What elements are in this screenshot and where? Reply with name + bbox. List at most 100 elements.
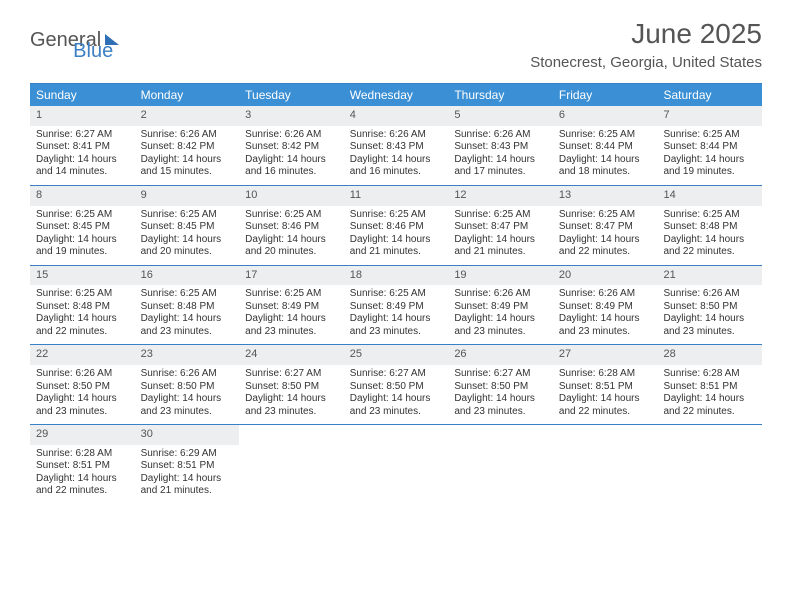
daylight-line: Daylight: 14 hours and 17 minutes. bbox=[454, 154, 547, 179]
cell-body: Sunrise: 6:25 AMSunset: 8:45 PMDaylight:… bbox=[135, 209, 240, 259]
sunrise-line: Sunrise: 6:28 AM bbox=[36, 448, 129, 461]
daylight-line: Daylight: 14 hours and 23 minutes. bbox=[350, 313, 443, 338]
sunset-line: Sunset: 8:50 PM bbox=[663, 301, 756, 314]
day-number: 2 bbox=[135, 106, 240, 126]
sunset-line: Sunset: 8:50 PM bbox=[141, 381, 234, 394]
day-number: 20 bbox=[553, 266, 658, 286]
day-number: 1 bbox=[30, 106, 135, 126]
sunset-line: Sunset: 8:44 PM bbox=[663, 141, 756, 154]
cell-body: Sunrise: 6:26 AMSunset: 8:50 PMDaylight:… bbox=[30, 368, 135, 418]
cell-body: Sunrise: 6:26 AMSunset: 8:49 PMDaylight:… bbox=[553, 288, 658, 338]
sunset-line: Sunset: 8:43 PM bbox=[454, 141, 547, 154]
sunrise-line: Sunrise: 6:26 AM bbox=[454, 129, 547, 142]
sunrise-line: Sunrise: 6:25 AM bbox=[559, 129, 652, 142]
sunset-line: Sunset: 8:44 PM bbox=[559, 141, 652, 154]
calendar-cell: 5Sunrise: 6:26 AMSunset: 8:43 PMDaylight… bbox=[448, 106, 553, 185]
daylight-line: Daylight: 14 hours and 22 minutes. bbox=[663, 234, 756, 259]
calendar-cell bbox=[448, 425, 553, 504]
day-number: 3 bbox=[239, 106, 344, 126]
day-number: 12 bbox=[448, 186, 553, 206]
sunset-line: Sunset: 8:48 PM bbox=[141, 301, 234, 314]
daylight-line: Daylight: 14 hours and 22 minutes. bbox=[36, 313, 129, 338]
sunrise-line: Sunrise: 6:27 AM bbox=[350, 368, 443, 381]
calendar-cell: 27Sunrise: 6:28 AMSunset: 8:51 PMDayligh… bbox=[553, 345, 658, 424]
sunset-line: Sunset: 8:41 PM bbox=[36, 141, 129, 154]
daylight-line: Daylight: 14 hours and 23 minutes. bbox=[245, 393, 338, 418]
daylight-line: Daylight: 14 hours and 22 minutes. bbox=[663, 393, 756, 418]
daylight-line: Daylight: 14 hours and 23 minutes. bbox=[663, 313, 756, 338]
cell-body: Sunrise: 6:27 AMSunset: 8:50 PMDaylight:… bbox=[239, 368, 344, 418]
calendar-cell: 29Sunrise: 6:28 AMSunset: 8:51 PMDayligh… bbox=[30, 425, 135, 504]
daylight-line: Daylight: 14 hours and 20 minutes. bbox=[141, 234, 234, 259]
daylight-line: Daylight: 14 hours and 23 minutes. bbox=[559, 313, 652, 338]
sunset-line: Sunset: 8:47 PM bbox=[559, 221, 652, 234]
sunset-line: Sunset: 8:49 PM bbox=[454, 301, 547, 314]
sunrise-line: Sunrise: 6:25 AM bbox=[141, 288, 234, 301]
calendar-cell: 8Sunrise: 6:25 AMSunset: 8:45 PMDaylight… bbox=[30, 186, 135, 265]
cell-body: Sunrise: 6:26 AMSunset: 8:43 PMDaylight:… bbox=[448, 129, 553, 179]
calendar-week: 1 Sunrise: 6:27 AMSunset: 8:41 PM Daylight… bbox=[30, 106, 762, 186]
calendar-cell: 14Sunrise: 6:25 AMSunset: 8:48 PMDayligh… bbox=[657, 186, 762, 265]
day-header: Sunday bbox=[30, 84, 135, 106]
calendar-week: 15Sunrise: 6:25 AMSunset: 8:48 PMDayligh… bbox=[30, 266, 762, 346]
day-number: 7 bbox=[657, 106, 762, 126]
daylight-line: Daylight: 14 hours and 23 minutes. bbox=[141, 393, 234, 418]
calendar-week: 29Sunrise: 6:28 AMSunset: 8:51 PMDayligh… bbox=[30, 425, 762, 504]
calendar-week: 8Sunrise: 6:25 AMSunset: 8:45 PMDaylight… bbox=[30, 186, 762, 266]
day-number: 18 bbox=[344, 266, 449, 286]
calendar-body: 1Sunrise: 6:27 AMSunset: 8:41 PMDaylight… bbox=[30, 106, 762, 504]
title-block: June 2025 Stonecrest, Georgia, United St… bbox=[530, 18, 762, 71]
cell-body: Sunrise: 6:28 AMSunset: 8:51 PMDaylight:… bbox=[657, 368, 762, 418]
calendar-cell: 20Sunrise: 6:26 AMSunset: 8:49 PMDayligh… bbox=[553, 266, 658, 345]
cell-body: Sunrise: 6:25 AMSunset: 8:48 PMDaylight:… bbox=[135, 288, 240, 338]
cell-body: Sunrise: 6:25 AMSunset: 8:49 PMDaylight:… bbox=[239, 288, 344, 338]
sunrise-line: Sunrise: 6:27 AM bbox=[454, 368, 547, 381]
day-number: 16 bbox=[135, 266, 240, 286]
daylight-line: Daylight: 14 hours and 23 minutes. bbox=[36, 393, 129, 418]
sunset-line: Sunset: 8:51 PM bbox=[141, 460, 234, 473]
sunrise-line: Sunrise: 6:26 AM bbox=[559, 288, 652, 301]
calendar-cell: 28Sunrise: 6:28 AMSunset: 8:51 PMDayligh… bbox=[657, 345, 762, 424]
calendar-cell: 26Sunrise: 6:27 AMSunset: 8:50 PMDayligh… bbox=[448, 345, 553, 424]
day-number: 30 bbox=[135, 425, 240, 445]
sunrise-line: Sunrise: 6:25 AM bbox=[350, 288, 443, 301]
sunset-line: Sunset: 8:47 PM bbox=[454, 221, 547, 234]
day-number: 17 bbox=[239, 266, 344, 286]
daylight-line: Daylight: 14 hours and 23 minutes. bbox=[141, 313, 234, 338]
cell-body: Sunrise: 6:28 AMSunset: 8:51 PMDaylight:… bbox=[30, 448, 135, 498]
daylight-line: Daylight: 14 hours and 23 minutes. bbox=[245, 313, 338, 338]
sunset-line: Sunset: 8:50 PM bbox=[350, 381, 443, 394]
cell-body: Sunrise: 6:26 AMSunset: 8:50 PMDaylight:… bbox=[135, 368, 240, 418]
sunset-line: Sunset: 8:46 PM bbox=[245, 221, 338, 234]
day-number: 8 bbox=[30, 186, 135, 206]
day-number: 14 bbox=[657, 186, 762, 206]
calendar-cell: 21Sunrise: 6:26 AMSunset: 8:50 PMDayligh… bbox=[657, 266, 762, 345]
calendar-cell: 25Sunrise: 6:27 AMSunset: 8:50 PMDayligh… bbox=[344, 345, 449, 424]
sunset-line: Sunset: 8:42 PM bbox=[245, 141, 338, 154]
sunrise-line: Sunrise: 6:25 AM bbox=[245, 209, 338, 222]
calendar-cell: 6Sunrise: 6:25 AMSunset: 8:44 PMDaylight… bbox=[553, 106, 658, 185]
location-label: Stonecrest, Georgia, United States bbox=[530, 54, 762, 71]
calendar-cell: 19Sunrise: 6:26 AMSunset: 8:49 PMDayligh… bbox=[448, 266, 553, 345]
sunset-line: Sunset: 8:42 PM bbox=[141, 141, 234, 154]
calendar-cell: 11Sunrise: 6:25 AMSunset: 8:46 PMDayligh… bbox=[344, 186, 449, 265]
daylight-line: Daylight: 14 hours and 21 minutes. bbox=[454, 234, 547, 259]
sunrise-line: Sunrise: 6:26 AM bbox=[245, 129, 338, 142]
calendar-cell: 1Sunrise: 6:27 AMSunset: 8:41 PMDaylight… bbox=[30, 106, 135, 185]
calendar-cell bbox=[344, 425, 449, 504]
sunrise-line: Sunrise: 6:25 AM bbox=[663, 129, 756, 142]
sunrise-line: Sunrise: 6:27 AM bbox=[36, 129, 129, 142]
day-header: Friday bbox=[553, 84, 658, 106]
day-number: 6 bbox=[553, 106, 658, 126]
sunrise-line: Sunrise: 6:28 AM bbox=[559, 368, 652, 381]
sunset-line: Sunset: 8:51 PM bbox=[663, 381, 756, 394]
day-number: 27 bbox=[553, 345, 658, 365]
calendar-cell: 16Sunrise: 6:25 AMSunset: 8:48 PMDayligh… bbox=[135, 266, 240, 345]
day-number-empty bbox=[657, 425, 762, 445]
sunset-line: Sunset: 8:51 PM bbox=[36, 460, 129, 473]
day-header: Saturday bbox=[657, 84, 762, 106]
day-number: 10 bbox=[239, 186, 344, 206]
cell-body: Sunrise: 6:27 AMSunset: 8:50 PMDaylight:… bbox=[344, 368, 449, 418]
daylight-line: Daylight: 14 hours and 19 minutes. bbox=[36, 234, 129, 259]
calendar: SundayMondayTuesdayWednesdayThursdayFrid… bbox=[30, 83, 762, 504]
